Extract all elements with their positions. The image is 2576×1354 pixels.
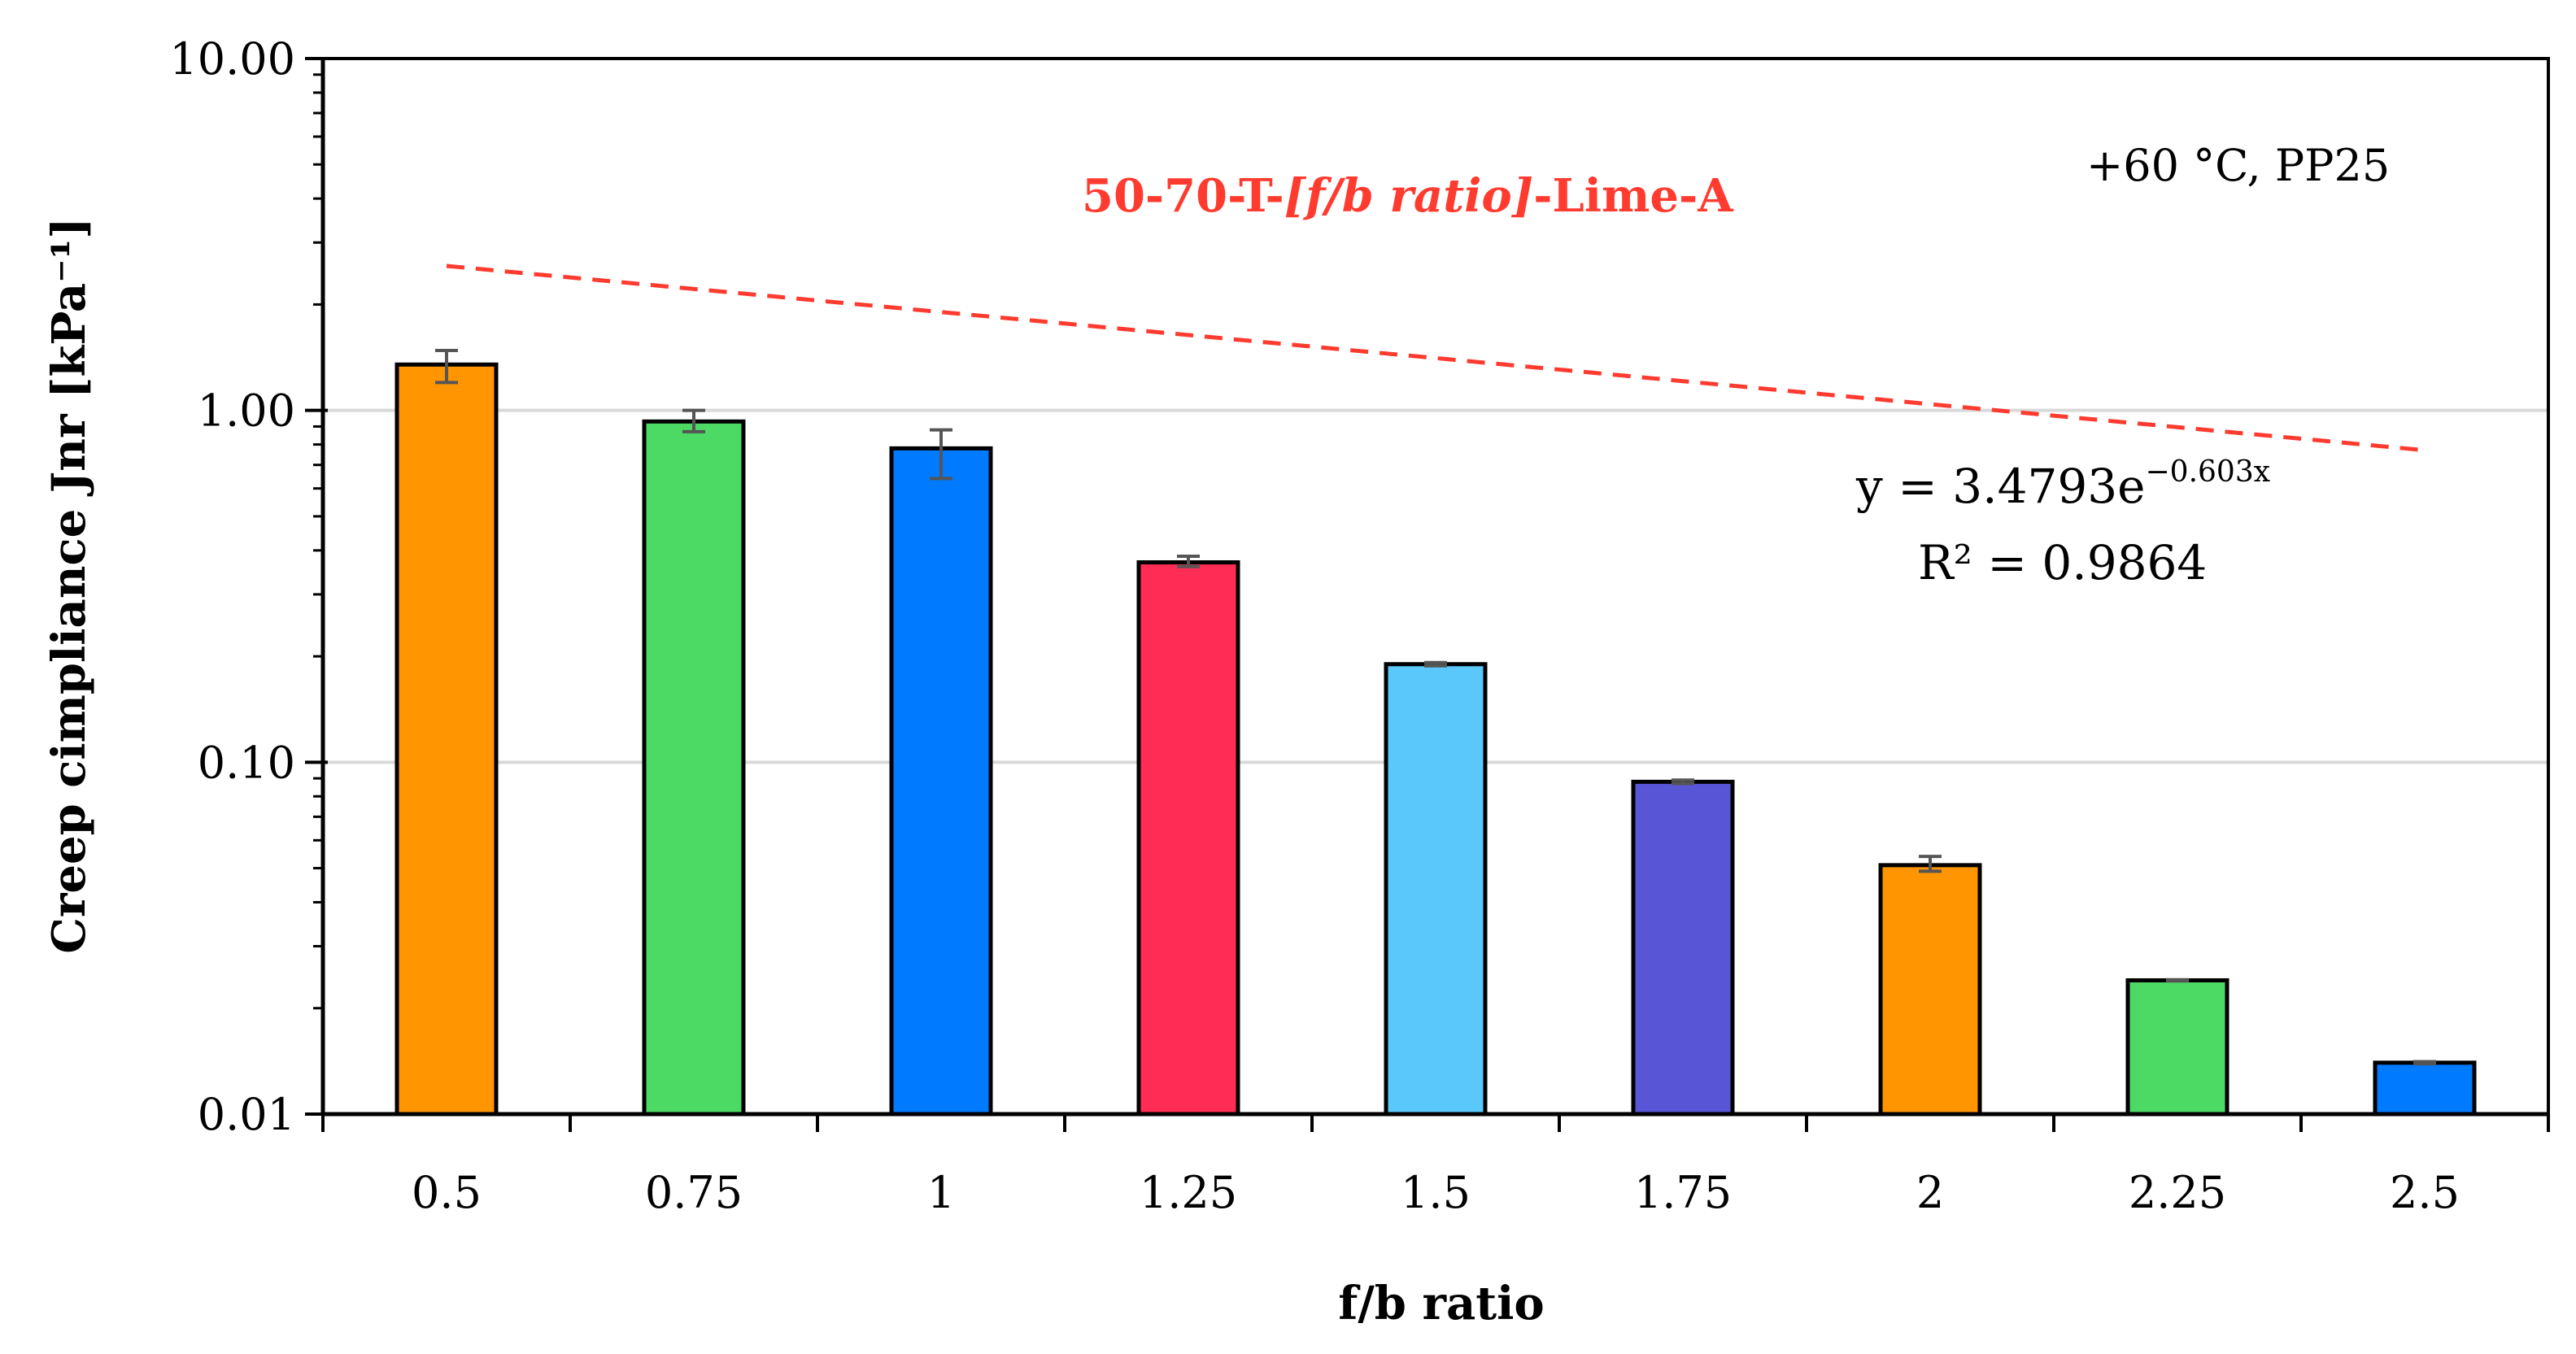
error-bar [1672, 778, 1694, 786]
y-axis-label: Creep cimpliance Jnr [kPa⁻¹] [42, 217, 96, 954]
labels: 50-70-T-[f/b ratio]-Lime-A +60 °C, PP25 … [42, 140, 2390, 1330]
bar [642, 419, 746, 1117]
x-tick-label: 1.25 [1140, 1167, 1237, 1218]
bar [2125, 977, 2229, 1117]
bar [1631, 779, 1735, 1117]
error-bar [1177, 555, 1200, 568]
trend-equation-exponent: −0.603x [2146, 455, 2271, 489]
error-bar [2413, 1060, 2436, 1066]
axes: 0.01 0.10 1.00 10.00 0.5 0.75 1 1.25 1.5 1.75 2 2.2… [169, 33, 2550, 1218]
chart-title-prefix: 50-70-T- [1082, 169, 1284, 223]
chart-title-italic: [f/b ratio] [1284, 169, 1533, 223]
y-tick-label: 0.10 [198, 737, 295, 788]
bar [1136, 559, 1240, 1117]
error-bar [930, 428, 952, 481]
trend-equation-main: y = 3.4793e [1855, 459, 2146, 514]
x-tick-label: 1.75 [1634, 1167, 1732, 1218]
trendline-layer [446, 263, 2426, 453]
y-tick-label: 0.01 [198, 1089, 295, 1140]
error-bar [435, 349, 458, 385]
error-bar [1919, 855, 1942, 873]
bars [394, 349, 2477, 1117]
x-axis-label: f/b ratio [1338, 1277, 1544, 1330]
error-bar [2166, 977, 2189, 983]
chart-title: 50-70-T-[f/b ratio]-Lime-A [1082, 169, 1734, 223]
x-tick-label: 2.5 [2390, 1167, 2460, 1218]
y-tick-label: 1.00 [198, 385, 295, 437]
bar [2373, 1060, 2477, 1117]
bar [394, 362, 499, 1117]
x-tick-label: 1 [927, 1167, 955, 1218]
error-bar [1424, 660, 1447, 668]
x-tick-label: 2.25 [2129, 1167, 2226, 1218]
trendline [446, 263, 2426, 453]
trend-r-squared: R² = 0.9864 [1918, 535, 2207, 590]
y-tick-label: 10.00 [169, 33, 295, 85]
x-tick-label: 2 [1916, 1167, 1944, 1218]
trend-equation: y = 3.4793e−0.603x [1855, 455, 2270, 514]
x-tick-label: 0.5 [412, 1167, 482, 1218]
error-bar [682, 408, 705, 433]
x-tick-label: 0.75 [645, 1167, 743, 1218]
condition-label: +60 °C, PP25 [2086, 140, 2390, 191]
x-tick-label: 1.5 [1401, 1167, 1471, 1218]
bar [1878, 863, 1982, 1117]
bar [889, 446, 993, 1117]
chart-title-suffix: -Lime-A [1533, 169, 1734, 223]
bar [1384, 662, 1488, 1117]
